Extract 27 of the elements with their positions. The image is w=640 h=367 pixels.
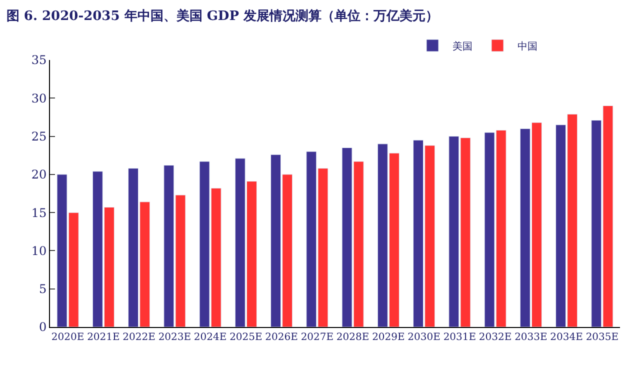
x-tick-label: 2022E <box>122 332 156 343</box>
y-tick-label: 30 <box>31 91 47 106</box>
x-tick-label: 2034E <box>550 332 583 343</box>
x-tick-label: 2023E <box>158 332 192 343</box>
y-tick-label: 35 <box>31 53 47 68</box>
x-tick-label: 2032E <box>478 332 512 343</box>
x-tick-label: 2031E <box>443 332 476 343</box>
x-tick-label: 2025E <box>230 332 262 343</box>
legend-label: 中国 <box>518 40 538 52</box>
chart-title: 图 6. 2020-2035 年中国、美国 GDP 发展情况测算（单位：万亿美元） <box>6 8 439 24</box>
y-tick-label: 0 <box>38 320 47 334</box>
y-tick-label: 5 <box>38 282 47 296</box>
x-tick-label: 2021E <box>87 332 120 343</box>
x-tick-label: 2029E <box>372 332 405 343</box>
y-tick-label: 25 <box>31 129 47 144</box>
x-tick-label: 2027E <box>300 332 334 343</box>
x-tick-label: 2033E <box>514 332 548 343</box>
legend-label: 美国 <box>452 40 472 52</box>
x-tick-label: 2030E <box>408 332 440 343</box>
x-tick-label: 2035E <box>586 332 619 343</box>
x-tick-label: 2020E <box>51 332 84 343</box>
x-tick-label: 2026E <box>265 332 298 343</box>
x-tick-label: 2024E <box>194 332 227 343</box>
y-tick-label: 20 <box>31 168 47 182</box>
y-tick-label: 15 <box>31 206 47 220</box>
x-tick-label: 2028E <box>336 332 370 343</box>
y-tick-label: 10 <box>31 244 47 258</box>
